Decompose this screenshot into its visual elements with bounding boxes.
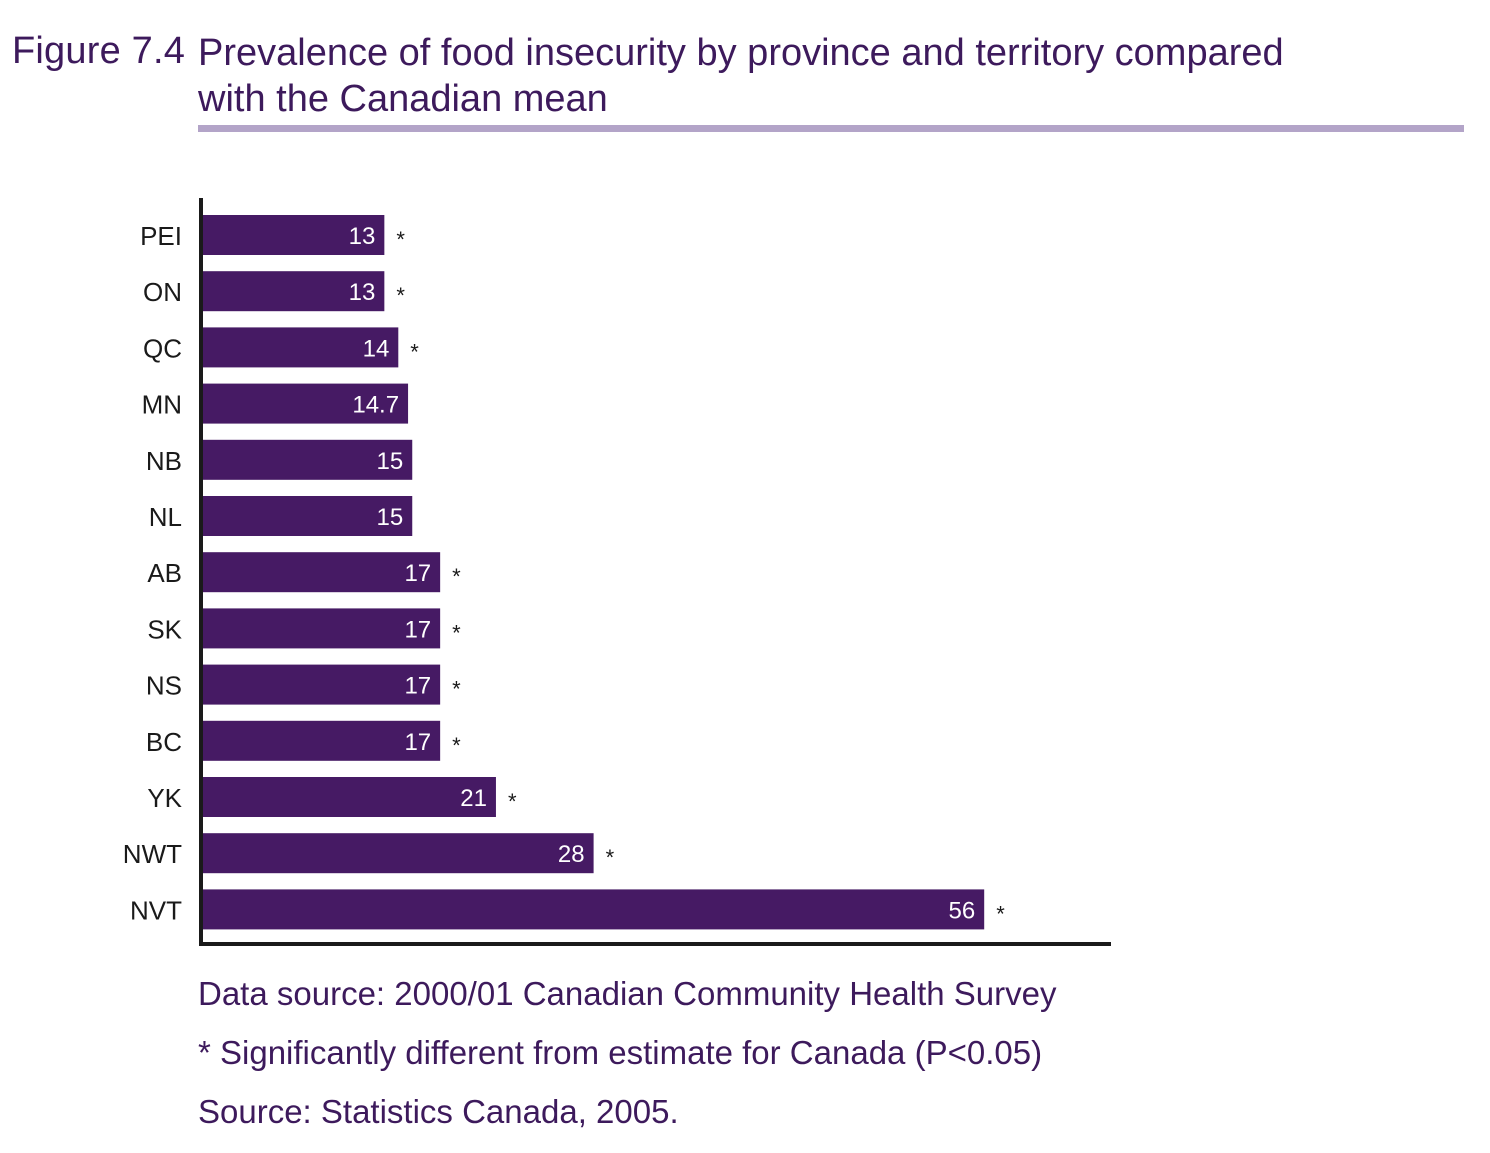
significance-marker-on: *	[396, 283, 405, 308]
value-label-pei: 13	[349, 223, 376, 250]
value-label-yk: 21	[460, 785, 487, 812]
significance-marker-pei: *	[396, 227, 405, 252]
value-label-bc: 17	[404, 729, 431, 756]
bar-nl	[203, 496, 413, 536]
value-label-nb: 15	[377, 448, 404, 475]
value-label-on: 13	[349, 279, 376, 306]
bar-sk	[203, 608, 441, 649]
value-label-ab: 17	[404, 560, 431, 587]
bar-nb	[203, 439, 413, 480]
significance-note: * Significantly different from estimate …	[198, 1034, 1043, 1071]
significance-marker-nvt: *	[996, 901, 1005, 926]
category-label-nvt: NVT	[130, 895, 182, 925]
category-label-mn: MN	[142, 390, 182, 420]
value-label-nwt: 28	[558, 841, 585, 868]
bars-layer: PEI 13 * ON 13 * QC 14 * MN 14.7 NB 15 NL 15 AB 17 * SK 17 *…	[123, 215, 1005, 930]
bar-yk	[203, 777, 496, 817]
significance-marker-sk: *	[452, 620, 461, 645]
value-label-qc: 14	[363, 335, 390, 362]
significance-marker-bc: *	[452, 733, 461, 758]
category-label-yk: YK	[147, 783, 182, 813]
bar-nvt	[203, 889, 985, 930]
bar-nwt	[203, 833, 594, 874]
category-label-qc: QC	[143, 333, 182, 363]
bar-ns	[203, 664, 441, 705]
category-label-bc: BC	[146, 727, 182, 757]
value-label-nvt: 56	[948, 897, 975, 924]
data-source-note: Data source: 2000/01 Canadian Community …	[198, 975, 1057, 1012]
category-label-sk: SK	[147, 614, 182, 644]
bar-ab	[203, 552, 441, 593]
category-label-pei: PEI	[140, 221, 182, 251]
category-label-nl: NL	[149, 502, 182, 532]
source-note: Source: Statistics Canada, 2005.	[198, 1093, 679, 1130]
figure-title: Prevalence of food insecurity by provinc…	[198, 30, 1378, 122]
category-label-ab: AB	[147, 558, 182, 588]
category-label-on: ON	[143, 277, 182, 307]
category-label-nb: NB	[146, 446, 182, 476]
significance-marker-qc: *	[410, 339, 419, 364]
significance-marker-nwt: *	[606, 845, 615, 870]
figure-title-line-1: Prevalence of food insecurity by provinc…	[198, 32, 1284, 74]
significance-marker-yk: *	[508, 789, 517, 814]
value-label-nl: 15	[377, 504, 404, 531]
bar-qc	[203, 327, 399, 368]
value-label-sk: 17	[404, 616, 431, 643]
category-label-ns: NS	[146, 671, 182, 701]
figure-title-line-2: with the Canadian mean	[198, 78, 608, 120]
value-label-mn: 14.7	[352, 392, 399, 419]
value-label-ns: 17	[404, 673, 431, 700]
significance-marker-ab: *	[452, 564, 461, 589]
bar-bc	[203, 720, 441, 761]
bar-on	[203, 271, 385, 312]
significance-marker-ns: *	[452, 677, 461, 702]
category-label-nwt: NWT	[123, 839, 182, 869]
figure-label: Figure 7.4	[12, 30, 186, 72]
bar-mn	[203, 383, 409, 424]
bar-pei	[203, 215, 385, 255]
title-rule	[198, 125, 1464, 132]
